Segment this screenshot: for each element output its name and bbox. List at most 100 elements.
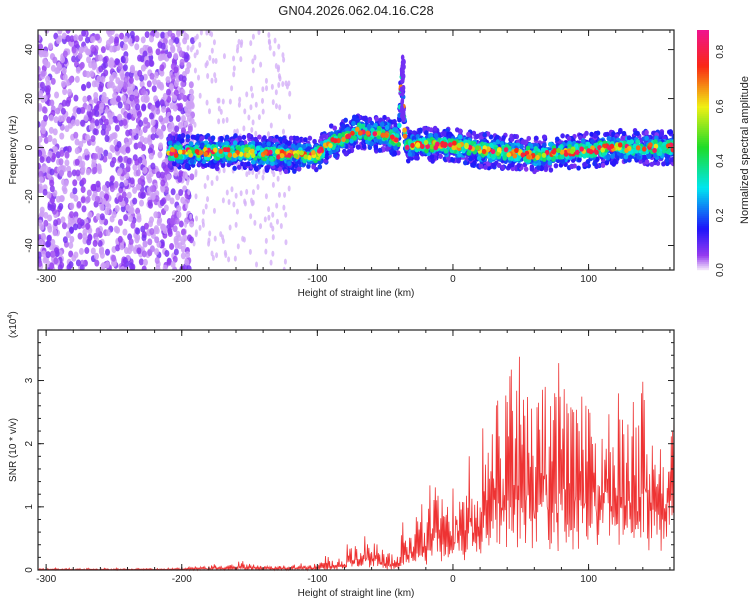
spectrogram-cell: [122, 228, 128, 236]
spectrogram-cell: [312, 138, 317, 145]
spectrogram-cell: [148, 201, 154, 209]
spectrogram-cell: [249, 104, 253, 111]
spectrogram-cell: [178, 188, 184, 196]
spectrogram-cell: [424, 148, 429, 154]
spectrogram-cell: [167, 140, 173, 146]
spectrogram-cell: [644, 159, 650, 165]
spectrogram-cell: [678, 144, 683, 149]
spectrogram-cell: [121, 191, 127, 199]
spectrogram-cell: [138, 258, 144, 266]
spectrogram-cell: [123, 76, 129, 84]
spectrogram-cell: [38, 219, 43, 227]
spectrogram-cell: [168, 115, 174, 123]
spectrogram-cell: [156, 79, 162, 87]
spectrogram-cell: [103, 69, 109, 77]
spectrogram-cell: [679, 144, 684, 149]
spectrogram-cell: [76, 107, 82, 115]
spectrogram-cell: [194, 171, 198, 178]
spectrogram-cell: [41, 149, 47, 157]
spectrogram-cell: [184, 173, 188, 180]
spectrogram-cell: [59, 149, 65, 157]
spectrogram-cell: [349, 138, 354, 144]
spectrogram-cell: [73, 94, 79, 102]
spectrogram-cell: [215, 252, 219, 259]
spectrogram-cell: [284, 239, 288, 246]
spectrogram-cell: [148, 59, 154, 67]
spectrogram-cell: [161, 162, 167, 170]
spectrogram-cell: [148, 152, 154, 160]
spectrogram-cell: [58, 203, 64, 211]
spectrogram-cell: [73, 131, 79, 139]
spectrogram-cell: [101, 184, 107, 192]
spectrogram-cell: [108, 117, 114, 125]
spectrogram-cell: [443, 148, 449, 154]
spectrogram-cell: [376, 125, 382, 131]
spectrogram-cell: [65, 99, 71, 107]
spectrogram-cell: [123, 214, 129, 222]
spectrogram-cell: [255, 261, 259, 268]
spectrogram-cell: [134, 35, 140, 43]
spectrogram-cell: [424, 130, 429, 136]
spectrogram-cell: [73, 223, 79, 231]
spectrogram-cell: [52, 128, 58, 136]
spectrogram-cell: [134, 43, 140, 51]
spectrogram-cell: [135, 183, 141, 191]
spectrogram-cell: [677, 140, 682, 145]
spectrogram-cell: [275, 202, 279, 209]
spectrogram-cell: [271, 211, 275, 218]
spectrogram-cell: [190, 37, 196, 45]
spectrogram-cell: [458, 134, 463, 140]
spectrogram-cell: [109, 175, 115, 183]
spectrogram-cell: [429, 154, 435, 160]
spectrogram-cell: [194, 229, 198, 236]
spectrogram-cell: [592, 133, 598, 139]
spectrogram-cell: [164, 249, 170, 257]
spectrogram-cell: [97, 240, 103, 248]
spectrogram-cell: [88, 123, 94, 131]
spectrogram-cell: [43, 211, 49, 219]
spectrogram-cell: [199, 30, 203, 36]
spectrogram-cell: [679, 134, 684, 139]
spectrogram-cell: [246, 161, 251, 167]
spectrogram-cell: [495, 139, 501, 145]
spectrogram-cell: [548, 167, 554, 173]
spectrogram-cell: [86, 81, 92, 89]
spectrogram-cell: [283, 258, 287, 265]
spectrogram-cell: [190, 134, 196, 140]
spectrogram-cell: [164, 116, 170, 124]
spectrogram-cell: [260, 97, 264, 104]
spectrogram-cell: [117, 218, 123, 226]
spectrogram-cell: [268, 39, 272, 46]
spectrogram-cell: [78, 46, 84, 54]
spectrogram-cell: [125, 146, 131, 154]
spectrogram-cell: [87, 211, 93, 219]
spectrogram-cell: [61, 67, 67, 75]
spectrogram-cell: [117, 62, 123, 70]
spectrogram-cell: [90, 247, 96, 255]
spectrogram-cell: [68, 76, 74, 84]
spectrogram-cell: [266, 141, 271, 147]
spectrogram-cell: [369, 141, 374, 147]
spectrogram-cell: [245, 91, 249, 98]
spectrogram-cell: [249, 213, 253, 220]
spectrogram-cell: [235, 208, 239, 215]
spectrogram-cell: [156, 219, 162, 227]
spectrogram-cell: [221, 237, 225, 244]
spectrogram-cell: [187, 189, 191, 196]
spectrogram-cell: [205, 60, 209, 67]
spectrogram-cell: [676, 128, 681, 133]
spectrogram-cell: [114, 124, 120, 132]
spectrogram-cell: [661, 161, 666, 167]
spectrogram-cell: [158, 115, 164, 123]
spectrogram-cell: [641, 155, 647, 161]
spectrogram-cell: [61, 99, 67, 107]
spectrogram-cell: [143, 222, 149, 230]
spectrogram-cell: [120, 205, 126, 213]
spectrogram-cell: [83, 114, 89, 122]
spectrogram-cell: [618, 128, 623, 135]
spectrogram-cell: [55, 195, 61, 203]
spectrogram-cell: [547, 160, 553, 166]
spectrogram-cell: [149, 216, 155, 224]
spectrogram-cell: [60, 114, 66, 122]
spectrogram-cell: [61, 184, 67, 192]
